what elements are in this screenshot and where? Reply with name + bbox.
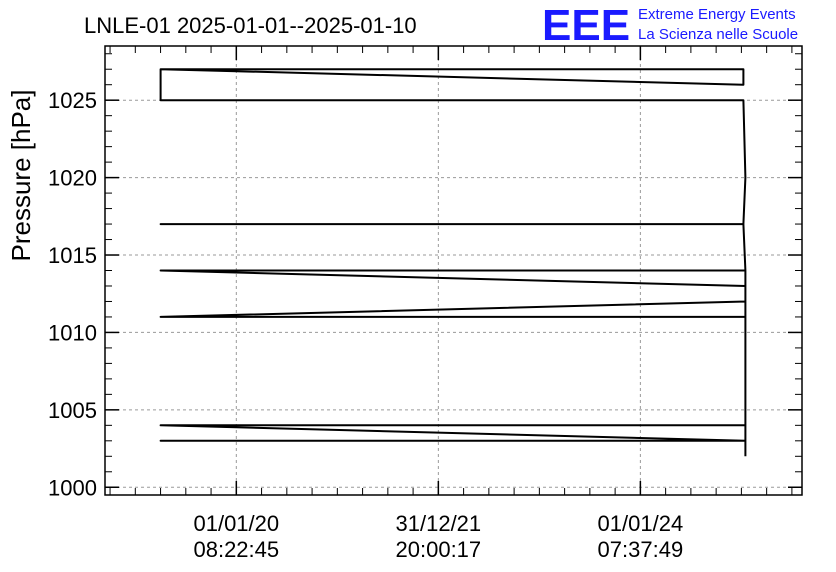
x-tick-label-date: 01/01/20 xyxy=(193,511,279,536)
logo-letters: EEE xyxy=(542,1,630,50)
logo-line-2: La Scienza nelle Scuole xyxy=(638,26,798,43)
y-tick-label: 1000 xyxy=(48,475,97,500)
x-tick-label-time: 20:00:17 xyxy=(396,537,482,562)
y-tick-label: 1015 xyxy=(48,243,97,268)
y-tick-label: 1020 xyxy=(48,166,97,191)
x-tick-label-date: 31/12/21 xyxy=(396,511,482,536)
x-tick-label-time: 08:22:45 xyxy=(193,537,279,562)
y-tick-label: 1005 xyxy=(48,398,97,423)
series-lines xyxy=(159,68,747,457)
x-tick-label-time: 07:37:49 xyxy=(598,537,684,562)
logo-line-1: Extreme Energy Events xyxy=(638,6,796,23)
axis-ticks xyxy=(105,46,802,495)
series-line xyxy=(159,68,747,457)
x-tick-label-date: 01/01/24 xyxy=(598,511,684,536)
chart-title: LNLE-01 2025-01-01--2025-01-10 xyxy=(84,13,417,38)
y-axis-label: Pressure [hPa] xyxy=(6,90,36,262)
y-tick-labels: 1000 1005 1010 1015 1020 1025 xyxy=(48,88,97,500)
y-tick-label: 1025 xyxy=(48,88,97,113)
eee-logo: EEE Extreme Energy Events La Scienza nel… xyxy=(542,1,798,50)
y-tick-label: 1010 xyxy=(48,320,97,345)
plot-frame xyxy=(104,45,803,496)
